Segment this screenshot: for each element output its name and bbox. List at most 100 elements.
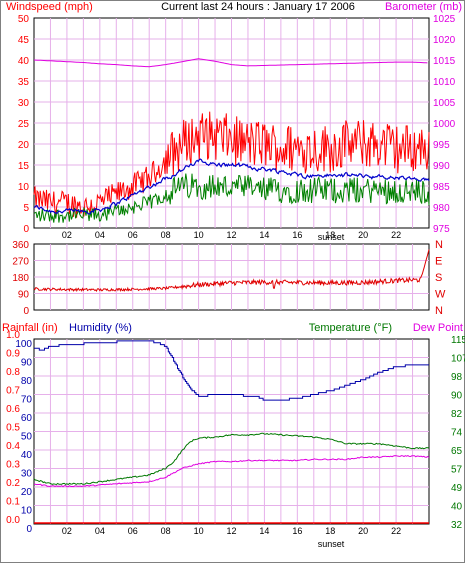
temp-panel-x-tick-label: 08 [161, 526, 171, 536]
wind-panel-x-tick-label: 02 [62, 230, 72, 240]
rainfall-y-tick-label: 0.6 [6, 404, 20, 415]
compass-y-tick-label: E [435, 256, 442, 268]
temp-panel-x-tick-label: 16 [292, 526, 302, 536]
rainfall-y-tick-label: 0.7 [6, 386, 20, 397]
humidity-y-tick-label: 10 [21, 506, 33, 517]
direction-y-tick-label: 360 [12, 240, 29, 251]
temperature-y-tick-label: 82 [451, 409, 463, 420]
wind-panel-x-tick-label: 10 [194, 230, 204, 240]
barometer-y-tick-label: 1020 [433, 35, 456, 46]
temp-panel-x-tick-label: 06 [128, 526, 138, 536]
temperature-y-tick-label: 49 [451, 483, 463, 494]
windspeed-axis-title: Windspeed (mph) [6, 1, 93, 13]
temperature-y-tick-label: 98 [451, 372, 463, 383]
rainfall-y-tick-label: 0.5 [6, 423, 20, 434]
wind-panel-x-tick-label: 16 [292, 230, 302, 240]
wind-direction-series-line [33, 249, 430, 293]
wind-panel-x-tick-label: 12 [226, 230, 236, 240]
wind-y-tick-label: 15 [18, 161, 30, 172]
barometer-y-tick-label: 1010 [433, 77, 456, 88]
humidity-y-tick-label: 90 [21, 358, 33, 369]
dew-point-series-line [33, 455, 430, 488]
compass-y-tick-label: W [435, 289, 446, 301]
humidity-y-tick-label: 40 [21, 450, 33, 461]
barometer-series-line [33, 58, 428, 68]
temperature-y-tick-label: 57 [451, 465, 463, 476]
direction-y-tick-label: 0 [23, 306, 29, 317]
wind-panel-x-tick-label: 08 [161, 230, 171, 240]
wind-y-tick-label: 35 [18, 77, 30, 88]
wind-y-tick-label: 40 [18, 56, 30, 67]
compass-y-tick-label: S [435, 272, 442, 284]
rainfall-axis-title: Rainfall (in) [2, 322, 58, 334]
temperature-y-tick-label: 65 [451, 446, 463, 457]
rainfall-y-tick-label: 0.0 [6, 515, 20, 526]
humidity-y-tick-label: 80 [21, 376, 33, 387]
rainfall-y-tick-label: 0.8 [6, 367, 20, 378]
gust-series-line [33, 111, 430, 218]
compass-y-tick-label: N [435, 239, 443, 251]
temperature-y-tick-label: 74 [451, 428, 463, 439]
barometer-y-tick-label: 1005 [433, 98, 456, 109]
rainfall-y-tick-label: 0.2 [6, 478, 20, 489]
temperature-y-tick-label: 115 [451, 335, 465, 346]
rainfall-y-tick-label: 0.1 [6, 497, 20, 508]
barometer-y-tick-label: 1015 [433, 56, 456, 67]
direction-y-tick-label: 270 [12, 257, 29, 268]
panel3-x-axis-label: sunset [318, 539, 345, 549]
barometer-y-tick-label: 1025 [433, 14, 456, 25]
barometer-y-tick-label: 995 [433, 140, 450, 151]
temperature-y-tick-label: 40 [451, 502, 463, 513]
temp-panel-x-tick-label: 22 [391, 526, 401, 536]
dew-point-axis-title: Dew Point [413, 322, 463, 334]
humidity-series-line [34, 340, 429, 401]
temp-panel-x-tick-label: 18 [325, 526, 335, 536]
wind-y-tick-label: 5 [23, 203, 29, 214]
rainfall-y-tick-label: 0.9 [6, 349, 20, 360]
temperature-y-tick-label: 32 [451, 520, 463, 531]
wind-panel-x-tick-label: 20 [358, 230, 368, 240]
barometer-y-tick-label: 975 [433, 224, 450, 235]
barometer-axis-title: Barometer (mb) [385, 1, 462, 13]
temperature-series-line [33, 432, 430, 486]
wind-y-tick-label: 10 [18, 182, 30, 193]
chart-title: Current last 24 hours : January 17 2006 [161, 1, 355, 13]
wind-panel-x-tick-label: 22 [391, 230, 401, 240]
wind-y-tick-label: 30 [18, 98, 30, 109]
panel1-x-axis-label: sunset [318, 232, 345, 242]
wind-y-tick-label: 45 [18, 35, 30, 46]
compass-y-tick-label: N [435, 305, 443, 317]
humidity-y-tick-label: 100 [15, 339, 32, 350]
rainfall-y-tick-label: 0.4 [6, 441, 20, 452]
humidity-axis-title: Humidity (%) [69, 322, 132, 334]
rainfall-y-tick-label: 1.0 [6, 330, 20, 341]
avg-wind-series-line [33, 158, 430, 215]
direction-y-tick-label: 90 [18, 290, 30, 301]
temperature-y-tick-label: 107 [451, 354, 465, 365]
wind-y-tick-label: 20 [18, 140, 30, 151]
temperature-axis-title: Temperature (°F) [309, 322, 392, 334]
wind-panel-x-tick-label: 04 [95, 230, 105, 240]
calm-series-line [33, 173, 430, 223]
wind-panel-x-tick-label: 14 [259, 230, 269, 240]
humidity-y-tick-label: 60 [21, 413, 33, 424]
humidity-y-tick-label: 50 [21, 432, 33, 443]
temperature-y-tick-label: 90 [451, 391, 463, 402]
temp-panel-x-tick-label: 02 [62, 526, 72, 536]
barometer-y-tick-label: 980 [433, 203, 450, 214]
wind-y-tick-label: 50 [18, 14, 30, 25]
humidity-y-tick-label: 30 [21, 469, 33, 480]
humidity-y-tick-label: 70 [21, 395, 33, 406]
humidity-y-tick-label: 0 [26, 524, 32, 535]
wind-y-tick-label: 25 [18, 119, 30, 130]
temp-panel-x-tick-label: 04 [95, 526, 105, 536]
wind-panel-x-tick-label: 06 [128, 230, 138, 240]
barometer-y-tick-label: 985 [433, 182, 450, 193]
rainfall-y-tick-label: 0.3 [6, 460, 20, 471]
wind-y-tick-label: 0 [23, 224, 29, 235]
temp-panel-x-tick-label: 10 [194, 526, 204, 536]
temp-panel-x-tick-label: 12 [226, 526, 236, 536]
temp-panel-x-tick-label: 14 [259, 526, 269, 536]
temp-panel-x-tick-label: 20 [358, 526, 368, 536]
